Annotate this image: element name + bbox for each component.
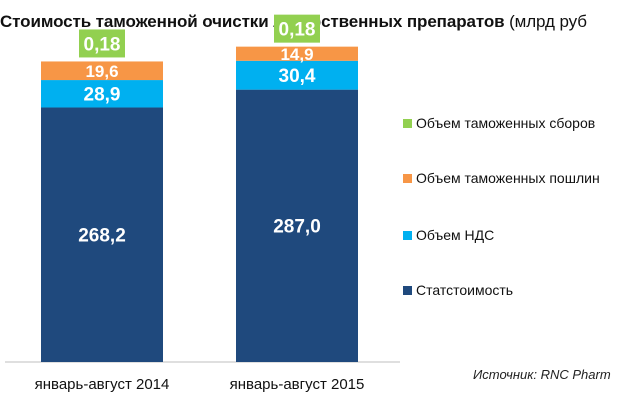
bar-segment-3-0 (79, 29, 125, 58)
legend-swatch-1 (403, 174, 412, 183)
bar-segment-0-0 (41, 107, 163, 362)
legend-label-0: Объем таможенных сборов (416, 115, 595, 131)
source-note: Источник: RNC Pharm (473, 367, 611, 382)
data-label-3-1: 0,18 (279, 20, 316, 41)
chart-title: Стоимость таможенной очистки лекарственн… (0, 12, 632, 32)
bar-segment-1-1 (236, 60, 358, 90)
data-label-2-0: 19,6 (85, 62, 118, 81)
chart-title-main: Стоимость таможенной очистки лекарственн… (0, 12, 505, 31)
data-label-0-0: 268,2 (78, 226, 126, 247)
data-label-2-1: 14,9 (280, 45, 313, 64)
bar-segment-2-1 (236, 46, 358, 61)
legend-label-3: Статстоимость (416, 282, 513, 298)
bar-segment-3-1 (274, 14, 320, 43)
data-label-1-0: 28,9 (84, 85, 121, 106)
data-label-0-1: 287,0 (273, 217, 321, 238)
x-tick-label-0: январь-август 2014 (35, 376, 170, 393)
data-label-3-0: 0,18 (84, 34, 121, 55)
legend-swatch-3 (403, 286, 412, 295)
chart-title-unit: (млрд руб (509, 12, 587, 31)
bar-segment-2-0 (41, 61, 163, 81)
legend-swatch-0 (403, 119, 412, 128)
data-label-1-1: 30,4 (279, 66, 316, 87)
x-tick-label-1: январь-август 2015 (230, 376, 365, 393)
bar-segment-0-1 (236, 89, 358, 363)
bar-segment-1-0 (41, 80, 163, 108)
legend-label-2: Объем НДС (416, 227, 494, 243)
legend-label-1: Объем таможенных пошлин (416, 170, 600, 186)
legend-swatch-2 (403, 231, 412, 240)
